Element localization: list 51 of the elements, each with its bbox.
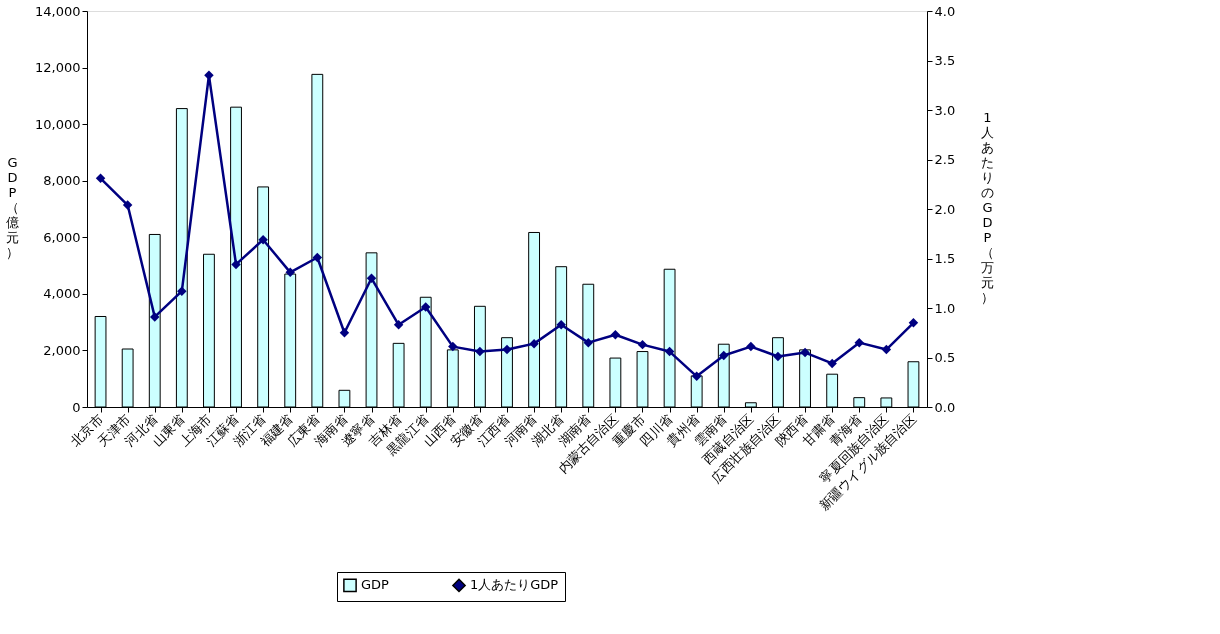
point — [393, 320, 404, 330]
point — [691, 371, 702, 382]
point — [177, 286, 187, 296]
point — [881, 344, 892, 355]
point — [827, 358, 837, 369]
point — [475, 346, 485, 357]
y2-tick-label: 0.0 — [934, 399, 956, 415]
y2-tick-label: 4.0 — [934, 3, 956, 19]
point — [583, 337, 594, 348]
point — [95, 173, 106, 184]
legend-label: 1人あたりGDP — [470, 577, 559, 593]
point — [556, 320, 566, 330]
point — [610, 329, 621, 340]
point — [339, 328, 350, 338]
y2-tick-label: 2.5 — [934, 152, 956, 167]
text: 1人あたりのGDP（万元） — [981, 110, 994, 305]
point — [285, 267, 295, 278]
point — [448, 341, 458, 352]
y-tick-label: 4,000 — [43, 286, 81, 302]
point — [908, 318, 919, 328]
point — [258, 234, 268, 245]
y2-tick-label: 1.0 — [934, 300, 956, 316]
y2-tick-label: 3.0 — [934, 102, 956, 118]
y-tick-label: 6,000 — [43, 229, 81, 245]
point — [854, 337, 864, 348]
point — [312, 252, 323, 263]
point — [420, 302, 431, 312]
y-tick-label: 14,000 — [35, 3, 81, 19]
y2-tick-label: 0.5 — [934, 350, 956, 365]
point — [122, 200, 133, 210]
point — [150, 312, 160, 322]
y-tick-label: 2,000 — [43, 342, 81, 358]
y2-tick-label: 1.5 — [934, 251, 956, 266]
y-axis-title: GDP（億元） — [6, 155, 19, 260]
point — [366, 273, 377, 284]
y-tick-label: 10,000 — [35, 116, 81, 132]
y-tick-label: 12,000 — [35, 60, 81, 76]
point — [719, 350, 729, 361]
point — [800, 347, 810, 358]
point — [773, 351, 783, 362]
y2-tick-label: 3.5 — [934, 53, 956, 68]
legend-label: GDP — [361, 577, 390, 593]
point — [664, 346, 675, 357]
point — [231, 259, 241, 270]
y-tick-label: 0 — [72, 399, 81, 415]
y-tick-label: 8,000 — [43, 173, 81, 189]
point — [502, 344, 512, 355]
point — [529, 338, 539, 349]
y2-tick-label: 2.0 — [934, 201, 956, 217]
point — [637, 339, 648, 350]
point — [746, 341, 756, 352]
